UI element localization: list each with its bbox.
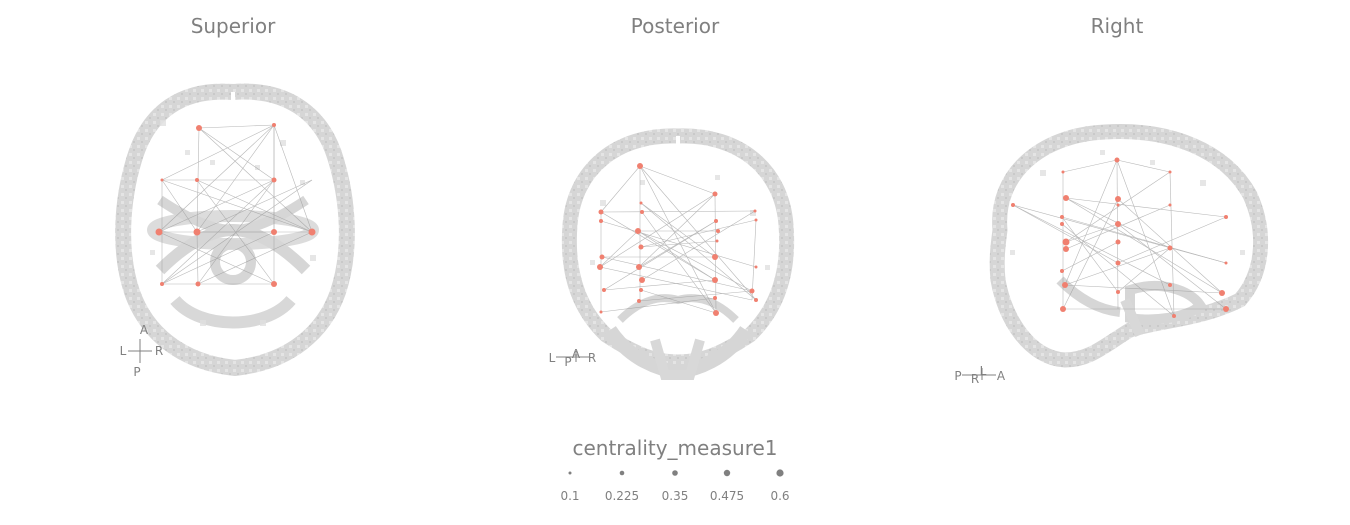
legend-marker-2 (672, 470, 678, 476)
orient-posterior-mid-top: A (572, 347, 581, 361)
panel-title-posterior: Posterior (630, 14, 720, 38)
posterior-nodes (597, 163, 758, 316)
right-brain-outline (989, 124, 1269, 368)
legend-label-0: 0.1 (560, 489, 580, 503)
legend-label-1: 0.225 (604, 489, 640, 503)
legend-title: centrality_measure1 (572, 436, 778, 460)
posterior-brain-outline (561, 128, 795, 380)
posterior-view: L A P R (549, 128, 795, 380)
legend-label-2: 0.35 (661, 489, 689, 503)
legend-marker-1 (619, 470, 625, 476)
legend-marker-0 (568, 471, 572, 475)
orient-right-right: A (997, 369, 1006, 383)
legend-marker-3 (723, 469, 731, 477)
right-orientation-cross-icon (962, 368, 996, 380)
legend-marker-4 (776, 469, 784, 477)
superior-nodes (155, 123, 316, 287)
orient-superior-top: A (140, 323, 149, 337)
posterior-edges (599, 165, 757, 314)
superior-orientation-cross-icon (128, 339, 152, 363)
superior-view: A L R P (115, 83, 355, 379)
orient-superior-right: R (155, 344, 163, 358)
legend-label-3: 0.475 (709, 489, 745, 503)
posterior-orientation-cross-icon (556, 351, 590, 362)
panel-title-superior: Superior (190, 14, 276, 38)
orient-superior-left: L (120, 344, 127, 358)
orient-superior-bottom: P (133, 365, 140, 379)
orient-posterior-right: R (588, 351, 596, 365)
right-nodes (1011, 157, 1229, 318)
right-edges (1012, 159, 1227, 317)
legend-label-4: 0.6 (770, 489, 790, 503)
orient-right-mid-bottom: R (971, 372, 979, 386)
orient-right-left: P (954, 369, 961, 383)
orient-posterior-left: L (549, 351, 556, 365)
panel-title-right: Right (1090, 14, 1144, 38)
legend-markers (568, 469, 784, 477)
right-view: P L R A (954, 124, 1269, 386)
orient-posterior-mid-bottom: P (564, 355, 571, 369)
orient-right-mid-top: L (980, 364, 987, 378)
